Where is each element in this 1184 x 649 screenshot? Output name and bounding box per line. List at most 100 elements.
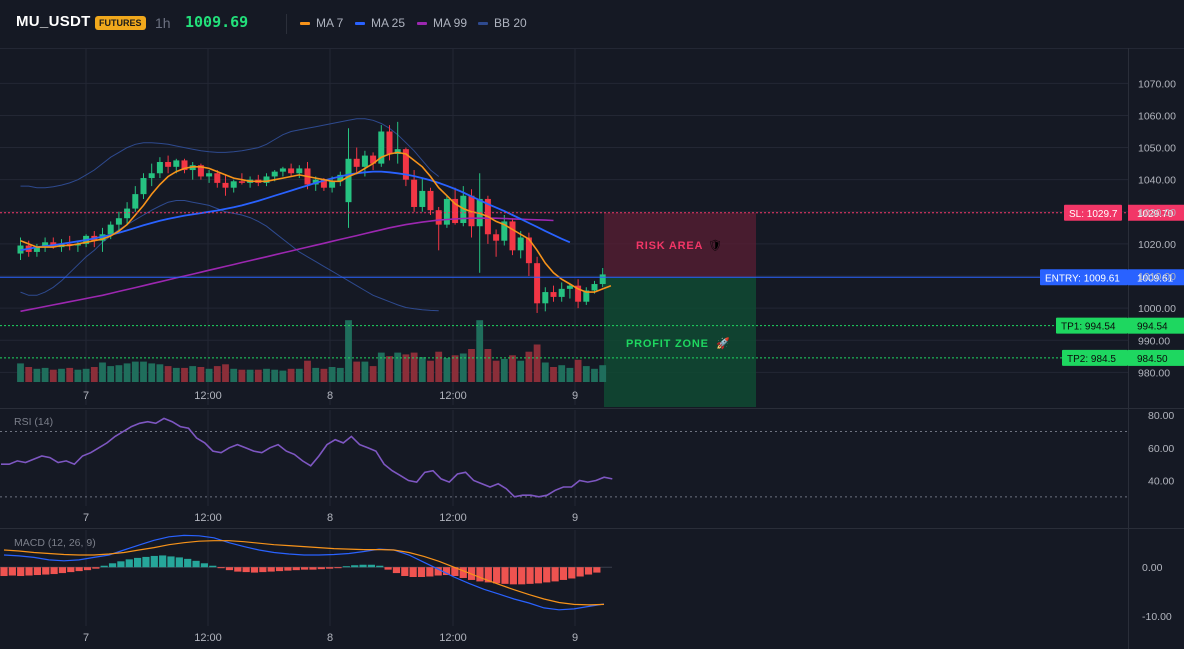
- volume-bar: [574, 359, 582, 382]
- legend-ma25[interactable]: MA 25: [355, 15, 405, 31]
- candle-body: [402, 149, 409, 180]
- ma7-line: [20, 151, 612, 293]
- candle-body: [33, 247, 40, 252]
- candle-body: [370, 155, 377, 164]
- candle-body: [542, 292, 549, 304]
- volume-bar: [468, 349, 475, 382]
- candle-body: [517, 237, 524, 251]
- chart-header: MU_USDT FUTURES 1h 1009.69 MA 7 MA 25 MA…: [0, 0, 1184, 48]
- rsi-time-label: 7: [83, 512, 89, 524]
- volume-bar: [484, 349, 492, 382]
- candle-body: [353, 158, 360, 167]
- candle-body: [271, 171, 278, 177]
- volume-bar: [123, 363, 131, 382]
- macd-histogram-bar: [267, 567, 275, 572]
- candle-body: [337, 174, 344, 182]
- candle-body: [583, 290, 590, 302]
- risk-area-zone: [604, 212, 756, 278]
- macd-time-label: 9: [572, 632, 578, 644]
- volume-bar: [492, 360, 500, 382]
- macd-histogram-bar: [284, 567, 292, 571]
- candle: [345, 128, 352, 228]
- volume-bar: [320, 368, 328, 382]
- macd-histogram-bar: [275, 567, 284, 572]
- sl-tag-bg: [1064, 204, 1122, 221]
- volume-bar: [222, 364, 229, 382]
- macd-histogram-bar: [117, 561, 125, 568]
- volume-bar: [451, 355, 459, 382]
- macd-histogram-bar: [217, 567, 225, 569]
- macd-histogram-bar: [367, 564, 375, 568]
- macd-histogram-bar: [342, 566, 350, 568]
- candle-body: [238, 181, 245, 183]
- candle: [263, 173, 270, 187]
- volume-bar: [377, 352, 385, 382]
- macd-histogram-bar: [42, 567, 50, 575]
- volume-bar: [164, 366, 172, 382]
- candle: [238, 173, 245, 185]
- candle: [501, 215, 508, 246]
- legend-bb20[interactable]: BB 20: [478, 15, 527, 31]
- macd-histogram-bar: [33, 567, 41, 576]
- volume-bar: [582, 366, 590, 382]
- price-tick-label: 990.00: [1138, 335, 1170, 347]
- volume-bar: [525, 351, 533, 382]
- candle: [33, 243, 40, 257]
- legend-label-bb20: BB 20: [494, 16, 527, 30]
- price-tick-label: 1020.00: [1138, 239, 1176, 251]
- price-tick-label: 980.00: [1138, 367, 1170, 379]
- volume-bar: [263, 368, 270, 382]
- candle-body: [411, 179, 418, 207]
- candle: [353, 147, 360, 174]
- macd-histogram-bar: [259, 567, 267, 573]
- candle-body: [107, 224, 114, 235]
- timeframe-label[interactable]: 1h: [155, 15, 171, 31]
- macd-histogram-bar: [100, 565, 108, 568]
- entry-tag-bg: [1040, 269, 1128, 286]
- macd-histogram-bar: [359, 564, 367, 568]
- profit-zone-label: PROFIT ZONE: [626, 338, 709, 350]
- legend-ma7[interactable]: MA 7: [300, 15, 343, 31]
- candle: [534, 256, 541, 313]
- volume-bar: [82, 368, 90, 382]
- legend-swatch-ma25: [355, 21, 365, 25]
- candle-body: [361, 155, 368, 167]
- candle: [230, 179, 237, 193]
- candle: [288, 163, 295, 177]
- tp1-axis-bg: [1128, 317, 1184, 334]
- sl-axis-bg: [1128, 204, 1184, 221]
- macd-time-label: 12:00: [194, 632, 222, 644]
- candle-body: [132, 194, 139, 209]
- macd-histogram-bar: [476, 567, 484, 582]
- entry-axis-bg: [1128, 269, 1184, 286]
- candle-body: [501, 221, 508, 241]
- candle-body: [124, 208, 131, 219]
- macd-histogram-bar: [234, 567, 242, 572]
- legend-ma99[interactable]: MA 99: [417, 15, 467, 31]
- macd-histogram-bar: [401, 567, 409, 577]
- price-tick-label: 1050.00: [1138, 143, 1176, 155]
- tp2-tag-bg: [1062, 349, 1128, 366]
- macd-histogram-bar: [8, 567, 16, 576]
- candle: [140, 173, 147, 199]
- candle-body: [591, 284, 598, 291]
- macd-histogram-bar: [376, 565, 384, 568]
- volume-bar: [148, 363, 156, 382]
- macd-histogram-bar: [301, 567, 309, 570]
- candle: [42, 237, 49, 252]
- macd-histogram-bar: [159, 555, 167, 568]
- macd-histogram-bar: [559, 567, 568, 580]
- rsi-title: RSI (14): [14, 416, 53, 428]
- candle-body: [288, 168, 295, 174]
- volume-bar: [566, 367, 574, 382]
- volume-bar: [271, 369, 279, 382]
- candle-body: [42, 242, 49, 248]
- candle-body: [115, 218, 122, 225]
- candle-body: [345, 158, 352, 203]
- price-tick-label: 1070.00: [1138, 78, 1176, 90]
- symbol-label[interactable]: MU_USDT: [16, 13, 91, 30]
- legend-label-ma7: MA 7: [316, 16, 344, 30]
- candle-body: [263, 176, 270, 183]
- price-tick-label: 1060.00: [1138, 110, 1176, 122]
